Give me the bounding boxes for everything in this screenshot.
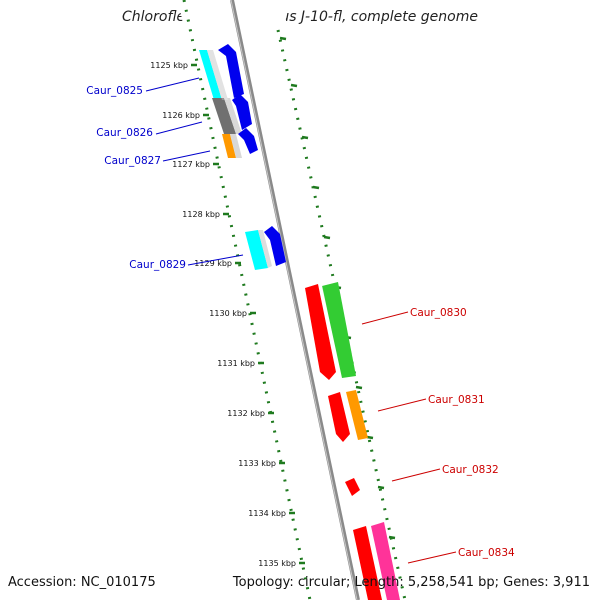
gene-label-caur-0830: Caur_0830 xyxy=(410,307,467,319)
gene-label-leader xyxy=(162,150,211,162)
gene-forward-blue-3 xyxy=(238,128,258,154)
gene-forward-blue-2 xyxy=(232,94,252,130)
gene-shade xyxy=(207,50,228,100)
gene-caur-0834-neighbour xyxy=(371,522,400,600)
scale-tick-label: 1130 kbp xyxy=(209,309,247,318)
gene-caur-0825 xyxy=(199,50,222,100)
right-major-tick xyxy=(301,135,309,140)
gene-caur-0830-neighbour xyxy=(322,282,356,378)
right-major-tick xyxy=(312,185,320,190)
gene-label-caur-0825: Caur_0825 xyxy=(86,85,143,97)
gene-label-leader xyxy=(155,121,203,135)
scale-tick-label: 1134 kbp xyxy=(248,509,286,518)
gene-caur-0826-pair xyxy=(224,98,242,134)
gene-label-leader xyxy=(377,398,427,412)
gene-label-leader xyxy=(361,311,409,325)
scale-tick-label: 1133 kbp xyxy=(238,459,276,468)
right-major-tick xyxy=(366,435,374,440)
gene-caur-0829-pair xyxy=(258,230,272,268)
gene-caur-0834 xyxy=(353,526,382,600)
gene-caur-0825-pair xyxy=(207,50,228,100)
scale-tick-label: 1132 kbp xyxy=(227,409,265,418)
scale-tick-label: 1126 kbp xyxy=(162,111,200,120)
gene-label-leader xyxy=(407,551,457,564)
gene-label-caur-0832: Caur_0832 xyxy=(442,464,499,476)
gene-label-leader xyxy=(187,254,244,266)
gene-caur-0826 xyxy=(212,98,236,134)
gene-label-leader xyxy=(145,77,200,92)
genome-summary: Topology: circular; Length: 5,258,541 bp… xyxy=(232,575,590,590)
scale-tick-label: 1125 kbp xyxy=(150,61,188,70)
gene-label-caur-0829: Caur_0829 xyxy=(129,259,186,271)
scale-tick-label: 1131 kbp xyxy=(217,359,255,368)
scale-tick-label: 1127 kbp xyxy=(172,160,210,169)
gene-shade xyxy=(318,284,340,372)
scale-tick-label: 1129 kbp xyxy=(194,259,232,268)
scale-tick-label: 1128 kbp xyxy=(182,210,220,219)
left-tick-track xyxy=(182,0,312,600)
genome-backbone xyxy=(230,0,360,600)
right-major-tick xyxy=(377,485,385,490)
gene-label-caur-0826: Caur_0826 xyxy=(96,127,153,139)
accession-label: Accession: NC_010175 xyxy=(8,575,156,590)
gene-label-caur-0834: Caur_0834 xyxy=(458,547,515,559)
right-major-tick xyxy=(323,235,331,240)
gene-label-leader xyxy=(391,468,441,482)
gene-caur-0832 xyxy=(345,478,360,496)
gene-label-caur-0831: Caur_0831 xyxy=(428,394,485,406)
scale-tick-label: 1135 kbp xyxy=(258,559,296,568)
genome-backbone-highlight xyxy=(230,0,358,600)
right-major-tick xyxy=(290,83,298,88)
gene-caur-0827-pair xyxy=(230,134,242,158)
gene-forward-blue-4 xyxy=(264,226,286,266)
gene-caur-0829 xyxy=(245,230,268,270)
right-major-tick xyxy=(388,535,396,540)
gene-caur-0831 xyxy=(328,392,350,442)
gene-caur-0830 xyxy=(305,284,336,380)
gene-caur-0831-neighbour xyxy=(346,390,368,440)
gene-forward-blue-1 xyxy=(218,44,244,98)
right-major-tick xyxy=(355,385,363,390)
gene-label-caur-0827: Caur_0827 xyxy=(104,155,161,167)
right-major-tick xyxy=(279,36,287,41)
gene-caur-0827 xyxy=(222,134,236,158)
